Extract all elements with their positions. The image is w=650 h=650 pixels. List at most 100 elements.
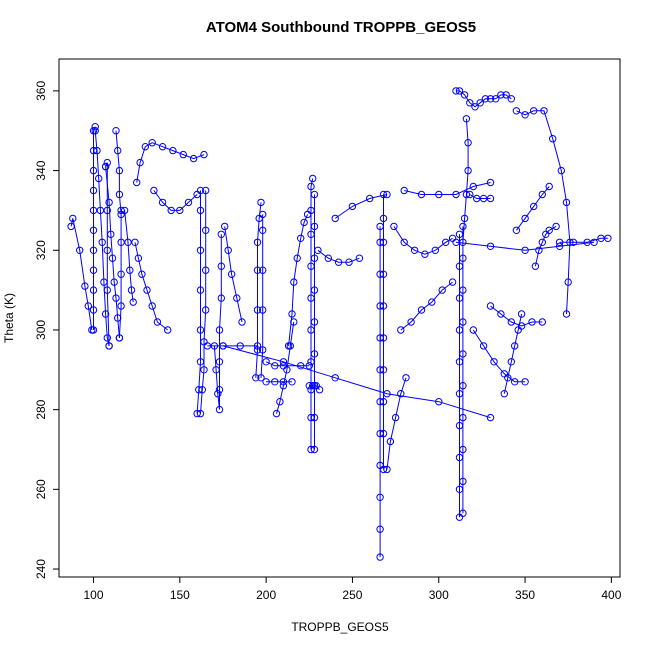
- data-point: [528, 318, 536, 326]
- data-point: [531, 262, 540, 270]
- data-point: [290, 278, 298, 286]
- series-line: [516, 110, 571, 315]
- data-point: [486, 242, 495, 251]
- data-point: [253, 306, 262, 314]
- data-point: [215, 326, 224, 334]
- data-point: [459, 222, 467, 231]
- series-line: [213, 234, 222, 410]
- data-point: [189, 154, 198, 163]
- data-point: [279, 382, 288, 390]
- data-point: [502, 91, 510, 99]
- data-point: [564, 278, 572, 286]
- data-point: [105, 342, 113, 350]
- data-point: [103, 206, 112, 215]
- series-line: [196, 190, 201, 414]
- data-point: [471, 103, 479, 111]
- data-point: [91, 123, 99, 131]
- data-point: [307, 182, 315, 191]
- data-point: [460, 91, 469, 99]
- data-point: [117, 270, 125, 278]
- data-point: [129, 298, 137, 306]
- data-point: [93, 146, 101, 155]
- data-point: [259, 306, 267, 314]
- data-point: [107, 230, 115, 239]
- data-point: [164, 326, 172, 334]
- series-line: [260, 214, 264, 378]
- data-point: [124, 238, 132, 247]
- data-point: [473, 194, 481, 203]
- data-point: [504, 374, 512, 382]
- y-tick-label: 340: [34, 160, 48, 180]
- data-point: [133, 178, 141, 187]
- data-point: [530, 202, 538, 211]
- series-line: [94, 130, 110, 347]
- data-point: [492, 95, 500, 103]
- data-point: [521, 214, 529, 223]
- data-point: [196, 409, 205, 418]
- series-line: [224, 226, 243, 323]
- series-line: [515, 186, 550, 231]
- data-point: [112, 127, 120, 135]
- series-line: [455, 241, 595, 251]
- data-point: [462, 190, 471, 199]
- series-line: [309, 385, 320, 391]
- x-tick-label: 300: [429, 588, 449, 602]
- data-point: [288, 310, 296, 318]
- data-point: [521, 378, 529, 386]
- data-point: [259, 210, 267, 219]
- data-point: [545, 182, 553, 191]
- data-point: [400, 238, 408, 247]
- data-point: [555, 238, 564, 247]
- series-line: [310, 178, 314, 450]
- data-point: [459, 286, 467, 294]
- data-point: [126, 266, 134, 274]
- data-point: [167, 206, 175, 215]
- data-point: [331, 374, 339, 382]
- data-point: [407, 318, 415, 326]
- data-point: [469, 182, 477, 191]
- data-point: [310, 286, 319, 294]
- data-point: [486, 178, 495, 187]
- data-point: [538, 238, 546, 247]
- data-point: [214, 390, 222, 398]
- data-point: [148, 139, 156, 147]
- data-point: [305, 382, 313, 390]
- data-point: [184, 198, 193, 207]
- data-point: [410, 246, 419, 255]
- data-point: [215, 358, 224, 366]
- series-line: [134, 242, 169, 331]
- y-tick-label: 320: [34, 240, 48, 260]
- data-point: [200, 366, 208, 374]
- data-point: [459, 477, 467, 486]
- data-point: [466, 99, 474, 107]
- data-point: [259, 346, 267, 354]
- data-point: [383, 465, 391, 474]
- plot-area: [67, 87, 612, 561]
- data-point: [279, 358, 288, 366]
- chart-title: ATOM4 Southbound TROPPB_GEOS5: [206, 19, 476, 36]
- x-tick-label: 350: [515, 588, 535, 602]
- data-point: [538, 318, 546, 326]
- data-point: [293, 254, 301, 262]
- data-point: [259, 226, 267, 235]
- plot-frame: [58, 58, 621, 578]
- data-point: [379, 214, 388, 223]
- data-point: [469, 326, 477, 334]
- data-point: [390, 222, 398, 231]
- data-point: [442, 238, 450, 247]
- data-point: [271, 378, 279, 386]
- data-point: [383, 390, 391, 398]
- series-line: [404, 182, 491, 195]
- data-point: [355, 254, 364, 262]
- data-point: [310, 445, 319, 454]
- data-point: [400, 186, 408, 195]
- data-point: [452, 238, 460, 247]
- data-point: [76, 246, 84, 255]
- data-point: [512, 107, 521, 115]
- data-point: [376, 553, 384, 561]
- data-point: [310, 254, 319, 262]
- data-point: [262, 378, 270, 386]
- data-point: [452, 87, 460, 95]
- data-point: [481, 95, 490, 103]
- series-line: [490, 305, 543, 327]
